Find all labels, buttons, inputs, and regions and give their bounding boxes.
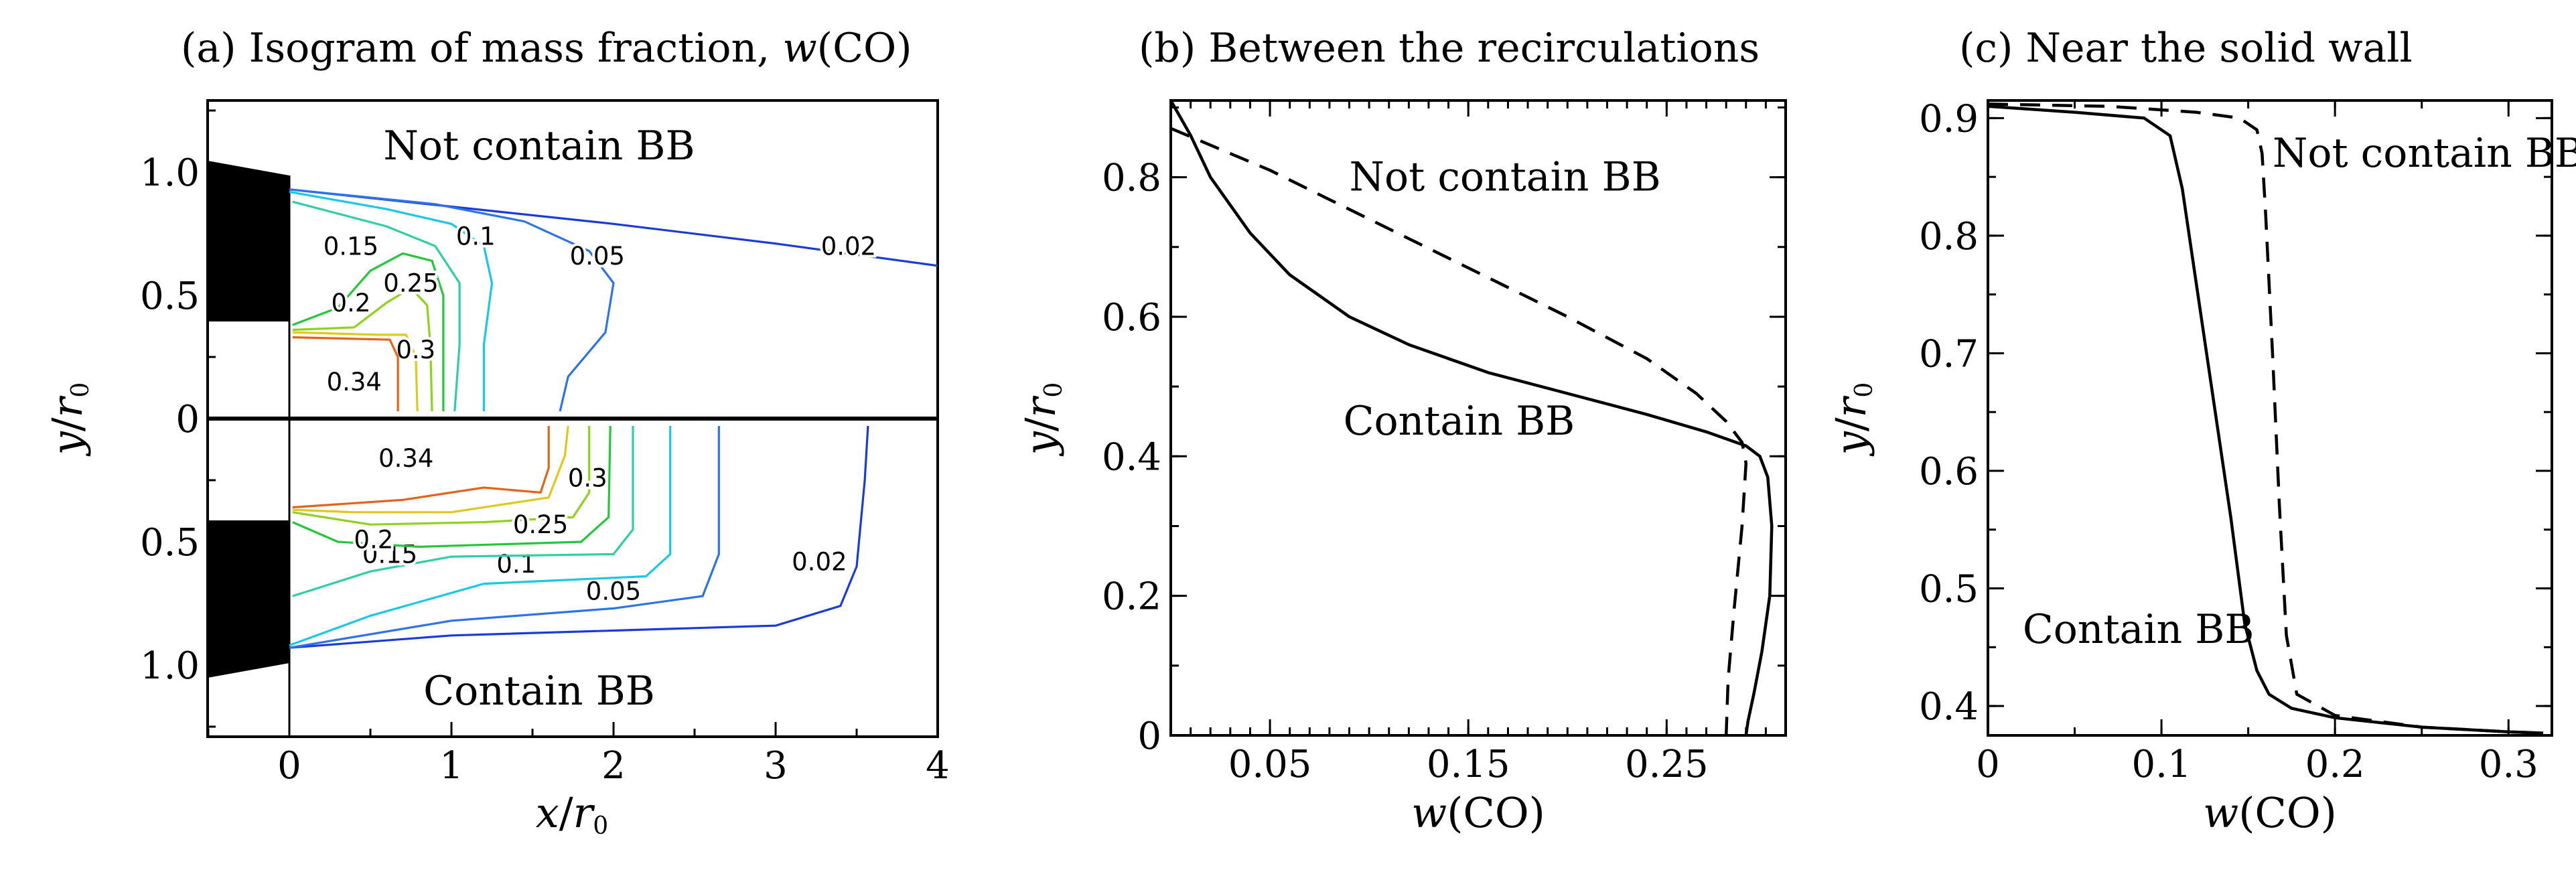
contours-bottom: 0.020.050.10.150.20.250.30.34 bbox=[289, 425, 869, 649]
contour-label-top-0.25: 0.25 bbox=[383, 269, 438, 298]
annotation-contain-bb: Contain BB bbox=[1344, 398, 1575, 445]
x-tick-label-0: 0 bbox=[277, 744, 301, 788]
panel-c-frame bbox=[1987, 99, 2553, 737]
x-tick-label-0.1: 0.1 bbox=[2132, 743, 2192, 786]
panel-c-xlabel: w(CO) bbox=[2203, 788, 2337, 837]
panel-b-ticks: 0.05 0.15 0.25 0 0.2 0.4 0.6 0.8 bbox=[1102, 100, 1787, 786]
panel-a-ylabel: y/r0 bbox=[43, 382, 94, 457]
x-tick-label-0.3: 0.3 bbox=[2479, 743, 2538, 786]
contour-bottom-0.02 bbox=[289, 425, 869, 649]
y-tick-label-top-1.0: 1.0 bbox=[140, 151, 200, 195]
x-tick-label-1: 1 bbox=[439, 744, 463, 788]
panel-a: (a) Isogram of mass fraction, w(CO) 0.02… bbox=[43, 25, 950, 840]
contour-label-top-0.15: 0.15 bbox=[324, 232, 378, 261]
panel-a-xlabel: x/r0 bbox=[536, 788, 608, 840]
contour-bottom-0.3 bbox=[292, 425, 569, 514]
panel-c-series bbox=[1987, 102, 2544, 735]
panel-b-frame bbox=[1169, 99, 1787, 737]
y-tick-label-0.6: 0.6 bbox=[1919, 450, 1979, 494]
x-tick-label-0.05: 0.05 bbox=[1228, 743, 1312, 786]
x-tick-label-0: 0 bbox=[1976, 743, 2000, 786]
panel-b-annotations: Not contain BB Contain BB bbox=[1344, 154, 1661, 445]
contour-top-0.25 bbox=[292, 286, 433, 412]
bottom-obstacle bbox=[208, 520, 289, 678]
top-obstacle bbox=[208, 161, 289, 321]
contour-top-0.34 bbox=[292, 336, 399, 411]
annotation-contain-bb: Contain BB bbox=[2023, 606, 2255, 653]
panel-c-ticks: 0 0.1 0.2 0.3 0.4 0.5 0.6 0.7 0.8 0.9 bbox=[1919, 97, 2552, 786]
y-tick-label-0.9: 0.9 bbox=[1919, 97, 1979, 141]
contours-top: 0.02 0.05 0.1 0.15 0.2 0.25 0.3 0.34 bbox=[289, 188, 938, 412]
panel-b-title: (b) Between the recirculations bbox=[1139, 25, 1760, 72]
contour-label-top-0.02: 0.02 bbox=[821, 232, 876, 261]
contour-label-bottom-0.34: 0.34 bbox=[378, 444, 433, 473]
panel-c-title: (c) Near the solid wall bbox=[1959, 25, 2413, 72]
contour-label-bottom-0.25: 0.25 bbox=[513, 510, 568, 539]
series-contain-bb bbox=[1987, 104, 2544, 735]
panel-b: (b) Between the recirculations 0.05 0.15 0… bbox=[1016, 25, 1787, 837]
contour-label-bottom-0.2: 0.2 bbox=[354, 525, 393, 554]
y-tick-label-top-0: 0 bbox=[175, 398, 200, 441]
contour-label-top-0.3: 0.3 bbox=[396, 336, 435, 364]
contour-bottom-0.15 bbox=[292, 426, 634, 597]
x-tick-label-4: 4 bbox=[926, 744, 950, 788]
x-tick-label-0.15: 0.15 bbox=[1427, 743, 1510, 786]
y-tick-label-0.5: 0.5 bbox=[1919, 568, 1979, 611]
y-tick-label-0.6: 0.6 bbox=[1102, 296, 1161, 340]
panel-c: (c) Near the solid wall 0 0.1 0.2 0.3 0.4 0.5… bbox=[1827, 25, 2576, 837]
panel-c-annotations: Not contain BB Contain BB bbox=[2023, 130, 2576, 653]
contour-label-bottom-0.1: 0.1 bbox=[496, 550, 536, 579]
contour-label-top-0.05: 0.05 bbox=[570, 242, 625, 271]
contour-label-bottom-0.05: 0.05 bbox=[586, 577, 641, 606]
panel-a-bottom-label: Contain BB bbox=[423, 668, 655, 715]
panel-a-ticks: 0 1 2 3 4 1.0 0.5 0 0.5 1.0 bbox=[140, 109, 950, 788]
x-tick-label-0.25: 0.25 bbox=[1625, 743, 1709, 786]
contour-bottom-0.1 bbox=[289, 426, 672, 647]
y-tick-label-0.4: 0.4 bbox=[1102, 435, 1161, 479]
panel-a-title: (a) Isogram of mass fraction, w(CO) bbox=[181, 25, 912, 72]
y-tick-label-0.2: 0.2 bbox=[1102, 575, 1161, 619]
contour-label-top-0.34: 0.34 bbox=[327, 368, 382, 396]
contour-bottom-0.05 bbox=[289, 426, 720, 649]
y-tick-label-0.8: 0.8 bbox=[1919, 215, 1979, 259]
contour-bottom-0.2 bbox=[292, 425, 612, 549]
series-not-contain-bb bbox=[1170, 127, 1748, 736]
contour-bottom-0.25 bbox=[292, 426, 591, 526]
contour-label-top-0.1: 0.1 bbox=[456, 222, 496, 251]
y-tick-label-bottom-1.0: 1.0 bbox=[140, 644, 200, 688]
x-tick-label-0.2: 0.2 bbox=[2305, 743, 2365, 786]
contour-top-0.3 bbox=[292, 331, 419, 412]
contour-top-0.2 bbox=[292, 252, 445, 411]
y-tick-label-0: 0 bbox=[1137, 715, 1161, 758]
contour-label-bottom-0.3: 0.3 bbox=[568, 463, 607, 492]
contour-top-0.15 bbox=[292, 200, 461, 412]
panel-a-top-label: Not contain BB bbox=[383, 123, 695, 169]
contour-bottom-0.34 bbox=[292, 426, 550, 509]
y-tick-label-0.8: 0.8 bbox=[1102, 157, 1161, 200]
y-tick-label-0.7: 0.7 bbox=[1919, 332, 1979, 376]
y-tick-label-0.4: 0.4 bbox=[1919, 685, 1979, 729]
y-tick-label-bottom-0.5: 0.5 bbox=[140, 521, 200, 565]
contour-label-top-0.2: 0.2 bbox=[332, 289, 371, 317]
series-contain-bb bbox=[1169, 99, 1774, 736]
x-tick-label-3: 3 bbox=[764, 744, 788, 788]
x-tick-label-2: 2 bbox=[601, 744, 626, 788]
panel-b-series bbox=[1169, 99, 1774, 736]
contour-top-0.05 bbox=[289, 188, 615, 412]
annotation-not-contain-bb: Not contain BB bbox=[1350, 154, 1661, 201]
panel-b-ylabel: y/r0 bbox=[1016, 382, 1068, 457]
contour-label-bottom-0.02: 0.02 bbox=[792, 547, 847, 576]
y-tick-label-top-0.5: 0.5 bbox=[140, 275, 200, 318]
panel-b-xlabel: w(CO) bbox=[1411, 788, 1545, 837]
series-not-contain-bb bbox=[1987, 102, 2544, 735]
annotation-not-contain-bb: Not contain BB bbox=[2273, 130, 2576, 177]
contour-top-0.1 bbox=[289, 190, 494, 411]
panel-c-ylabel: y/r0 bbox=[1827, 382, 1878, 457]
